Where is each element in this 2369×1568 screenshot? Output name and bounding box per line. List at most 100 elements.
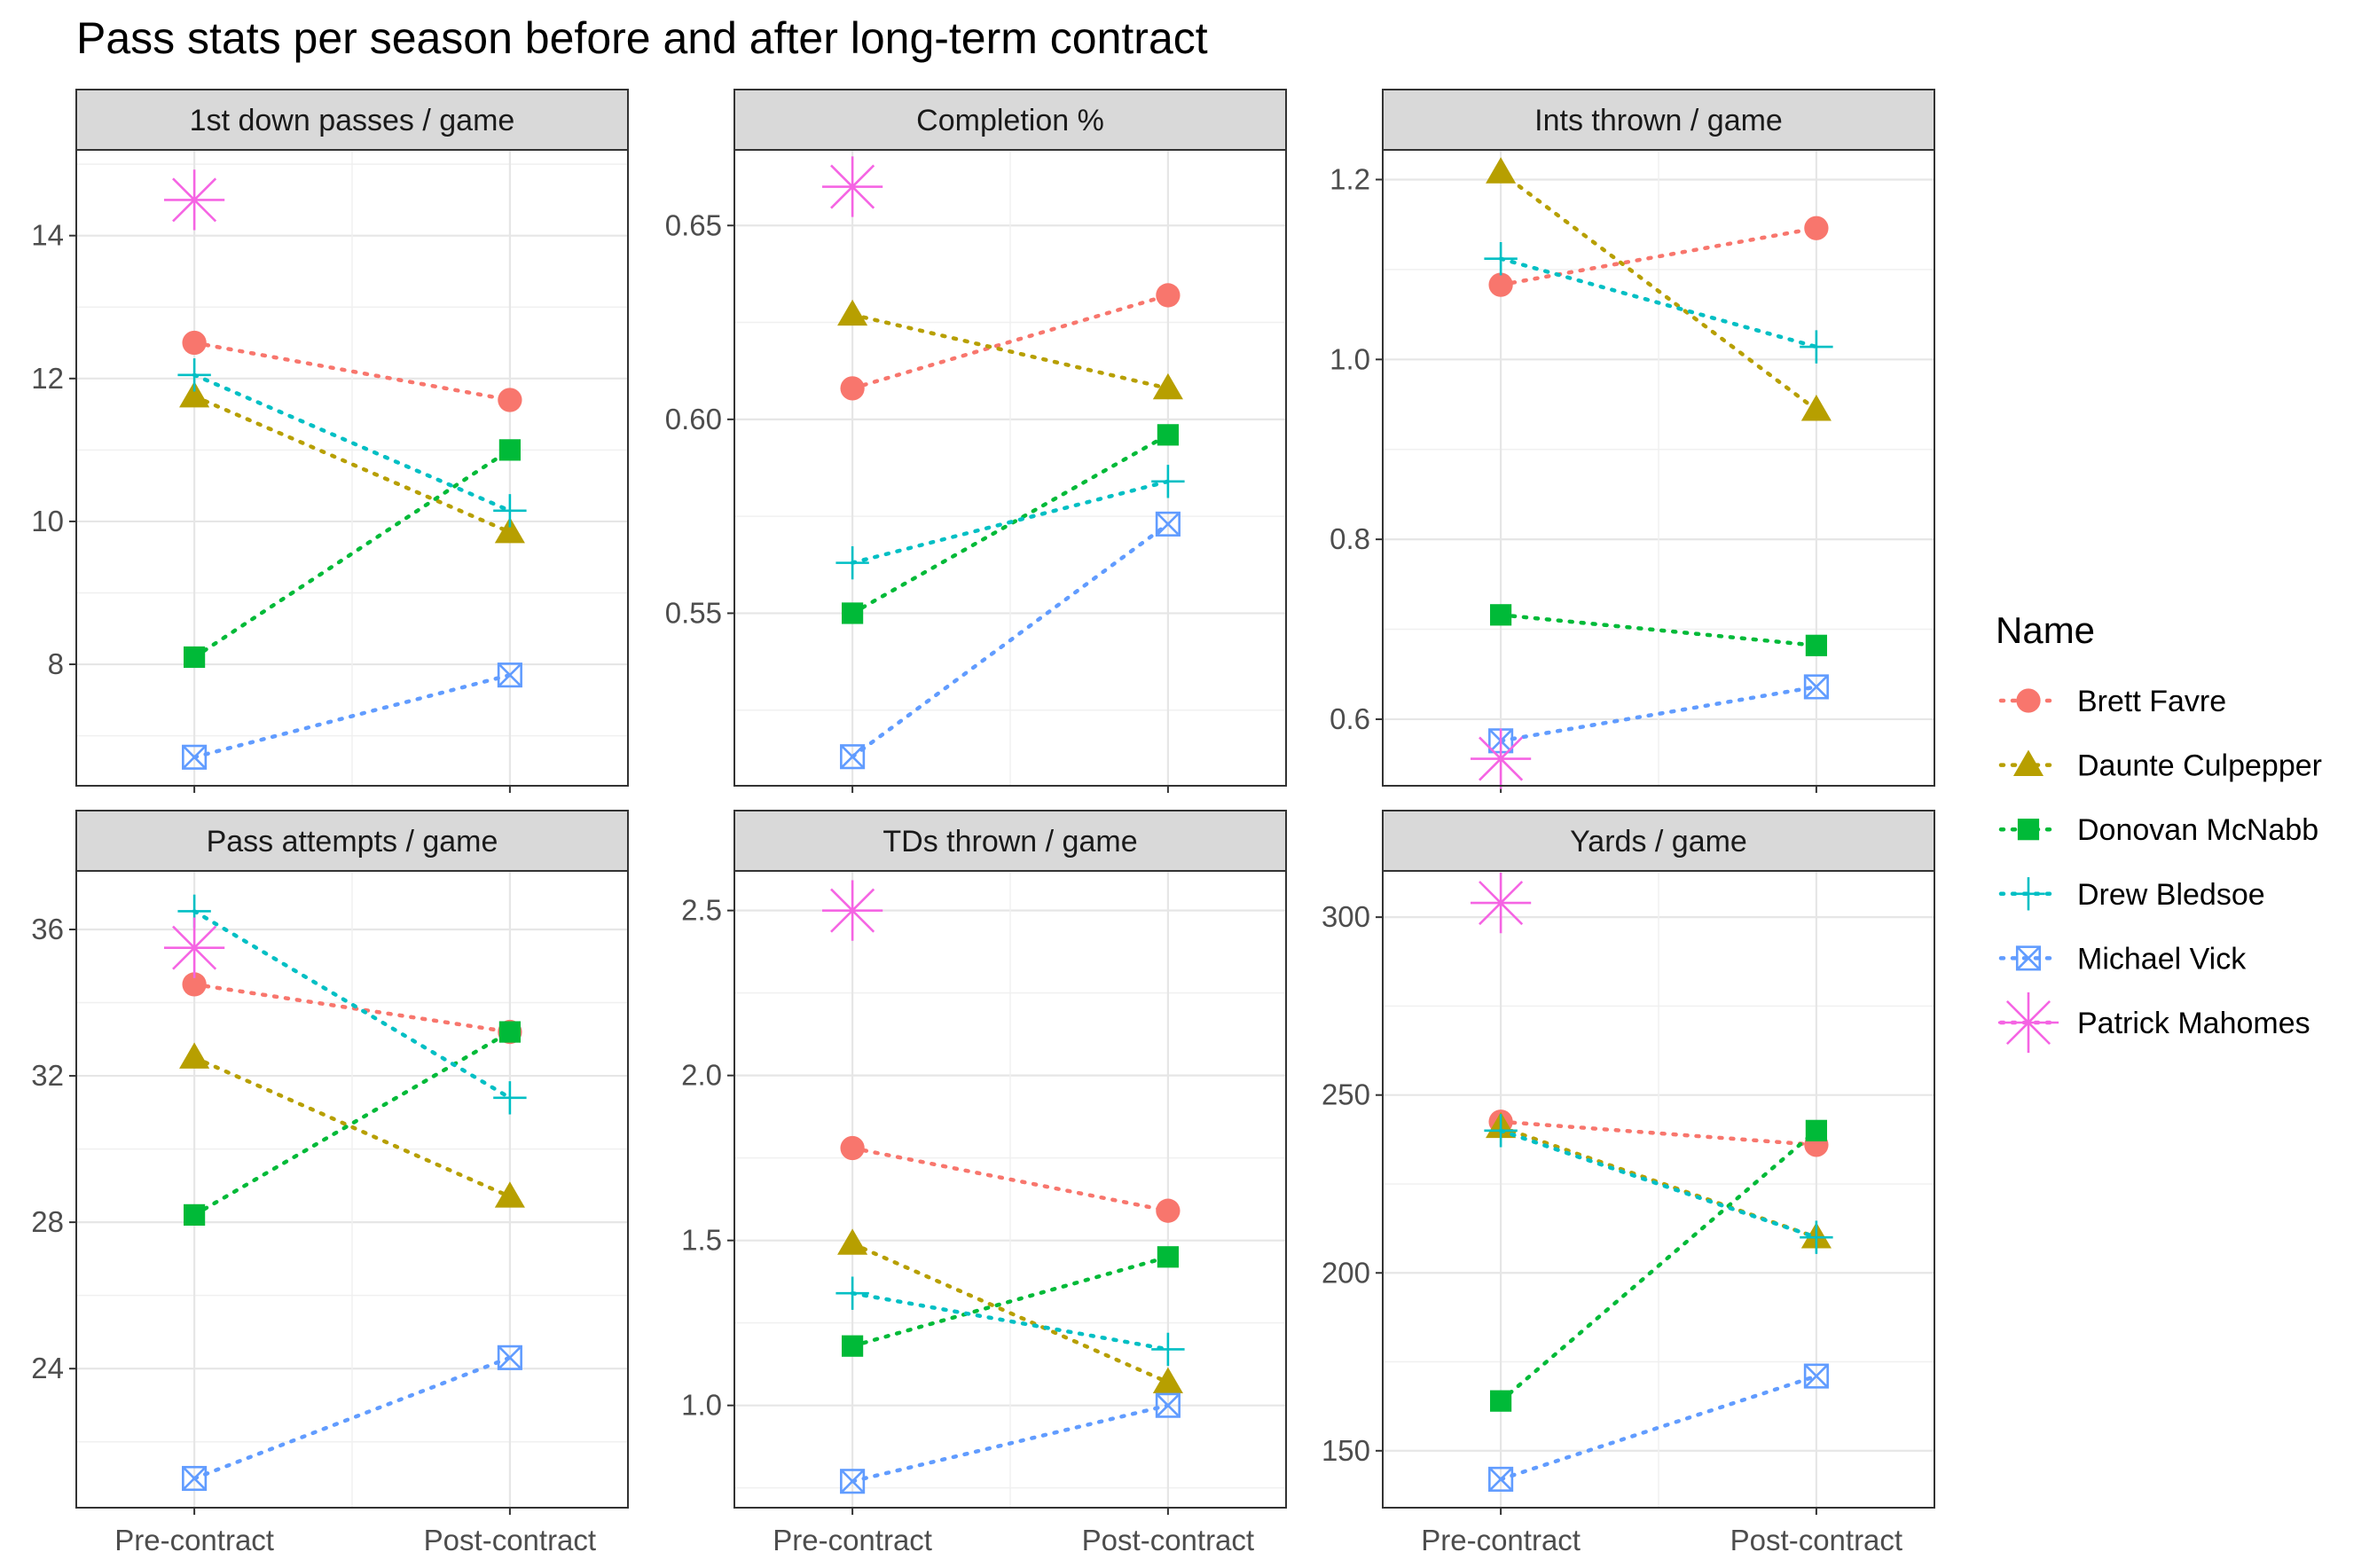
data-point xyxy=(1800,395,1832,421)
legend-item-donovan-mcnabb: Donovan McNabb xyxy=(1998,813,2318,847)
facet-strip xyxy=(1382,89,1935,151)
legend-label: Daunte Culpepper xyxy=(2077,749,2322,783)
data-point xyxy=(1155,511,1181,537)
series-patrick-mahomes xyxy=(822,156,883,217)
series-drew-bledsoe xyxy=(177,894,527,1115)
data-point xyxy=(1486,157,1517,184)
data-point xyxy=(1156,283,1181,308)
data-point xyxy=(840,744,866,770)
panel-border xyxy=(1382,149,1935,787)
series-michael-vick xyxy=(182,662,522,770)
legend-title: Name xyxy=(1996,609,2095,651)
legend-item-daunte-culpepper: Daunte Culpepper xyxy=(1998,749,2322,783)
y-tick-label: 1.2 xyxy=(1330,162,1370,195)
y-tick-label: 12 xyxy=(31,362,64,395)
series-line xyxy=(1498,1119,1819,1148)
data-point xyxy=(1151,1332,1185,1367)
y-tick-label: 10 xyxy=(31,505,64,537)
legend-label: Donovan McNabb xyxy=(2077,813,2318,847)
series-donovan-mcnabb xyxy=(1490,1119,1827,1412)
legend-item-brett-favre: Brett Favre xyxy=(1998,685,2226,718)
panel-1st-down-passes-game: 1st down passes / game 8 10 12 14 xyxy=(31,89,629,793)
panel-border xyxy=(1382,870,1935,1509)
data-point xyxy=(1471,728,1532,789)
x-tick-label: Post-contract xyxy=(1082,1524,1254,1556)
data-point xyxy=(837,299,868,326)
panels: 1st down passes / game 8 10 12 14 Completion … xyxy=(31,89,1935,1556)
series-brett-favre xyxy=(840,1135,1181,1223)
y-tick-label: 0.6 xyxy=(1330,702,1370,735)
data-point xyxy=(179,380,210,408)
data-point xyxy=(1152,1367,1183,1394)
y-tick-label: 200 xyxy=(1322,1256,1370,1289)
series-brett-favre xyxy=(1488,216,1829,297)
series-line xyxy=(1498,170,1819,412)
panel-ints-thrown-game: Ints thrown / game 0.6 0.8 1.0 1.2 xyxy=(1330,89,1935,793)
facet-strip xyxy=(1382,810,1935,872)
data-point xyxy=(1800,330,1833,364)
data-point xyxy=(835,545,869,580)
series-line xyxy=(850,293,1171,391)
legend-item-patrick-mahomes: Patrick Mahomes xyxy=(1997,992,2310,1054)
data-point xyxy=(1488,272,1513,297)
data-point xyxy=(493,1081,527,1115)
data-point xyxy=(182,972,207,997)
data-point xyxy=(1804,216,1829,240)
series-line xyxy=(1498,1374,1819,1482)
data-point xyxy=(1803,1363,1829,1389)
legend-key xyxy=(2016,688,2041,713)
data-point xyxy=(184,1203,206,1226)
data-point xyxy=(840,1469,866,1494)
y-tick-label: 300 xyxy=(1322,900,1370,933)
series-patrick-mahomes xyxy=(164,169,225,231)
series-donovan-mcnabb xyxy=(1490,604,1827,656)
y-tick-label: 32 xyxy=(31,1059,64,1092)
series-line xyxy=(1498,1128,1819,1240)
series-line xyxy=(850,1403,1171,1484)
series-donovan-mcnabb xyxy=(842,424,1179,624)
legend-item-drew-bledsoe: Drew Bledsoe xyxy=(1998,877,2265,912)
legend: Name Brett Favre Daunte Culpepper Donovan M… xyxy=(1996,609,2322,1054)
panel-tds-thrown-game: TDs thrown / game 1.0 1.5 2.0 2.5 Pre-contrac… xyxy=(681,810,1287,1556)
y-tick-label: 0.60 xyxy=(665,403,722,435)
legend-key xyxy=(2017,819,2040,841)
data-point xyxy=(835,1276,869,1310)
data-point xyxy=(493,494,527,528)
series-line xyxy=(192,372,513,514)
data-point xyxy=(837,1228,868,1255)
y-tick-label: 0.65 xyxy=(665,208,722,241)
series-donovan-mcnabb xyxy=(842,1246,1179,1357)
series-drew-bledsoe xyxy=(1484,1114,1833,1254)
series-drew-bledsoe xyxy=(1484,242,1833,364)
series-line xyxy=(850,1146,1171,1213)
series-michael-vick xyxy=(840,1392,1181,1494)
series-line xyxy=(1498,256,1819,349)
data-point xyxy=(498,388,522,412)
series-line xyxy=(192,1030,513,1218)
series-line xyxy=(1498,613,1819,648)
panel-pass-attempts-game: Pass attempts / game 24 28 32 36 Pre-contract… xyxy=(31,810,629,1556)
series-line xyxy=(192,448,513,660)
data-point xyxy=(184,646,206,669)
facet-label: Completion % xyxy=(916,104,1104,137)
x-tick-label: Post-contract xyxy=(424,1524,596,1556)
data-point xyxy=(1805,634,1827,656)
facet-label: TDs thrown / game xyxy=(882,825,1137,858)
panel-border xyxy=(75,149,629,787)
y-tick-label: 0.55 xyxy=(665,596,722,629)
y-tick-label: 250 xyxy=(1322,1078,1370,1111)
series-daunte-culpepper xyxy=(179,380,525,544)
data-point xyxy=(1488,1466,1514,1492)
data-point xyxy=(494,516,525,544)
legend-key xyxy=(2012,749,2044,776)
legend-label: Patrick Mahomes xyxy=(2077,1007,2310,1040)
series-donovan-mcnabb xyxy=(184,439,521,669)
panel-completion: Completion % 0.55 0.60 0.65 xyxy=(665,89,1287,793)
y-tick-label: 2.5 xyxy=(681,894,722,927)
y-tick-label: 1.0 xyxy=(1330,342,1370,375)
data-point xyxy=(498,1021,521,1043)
series-line xyxy=(1498,1128,1819,1403)
data-point xyxy=(842,1335,864,1357)
series-drew-bledsoe xyxy=(177,358,527,528)
